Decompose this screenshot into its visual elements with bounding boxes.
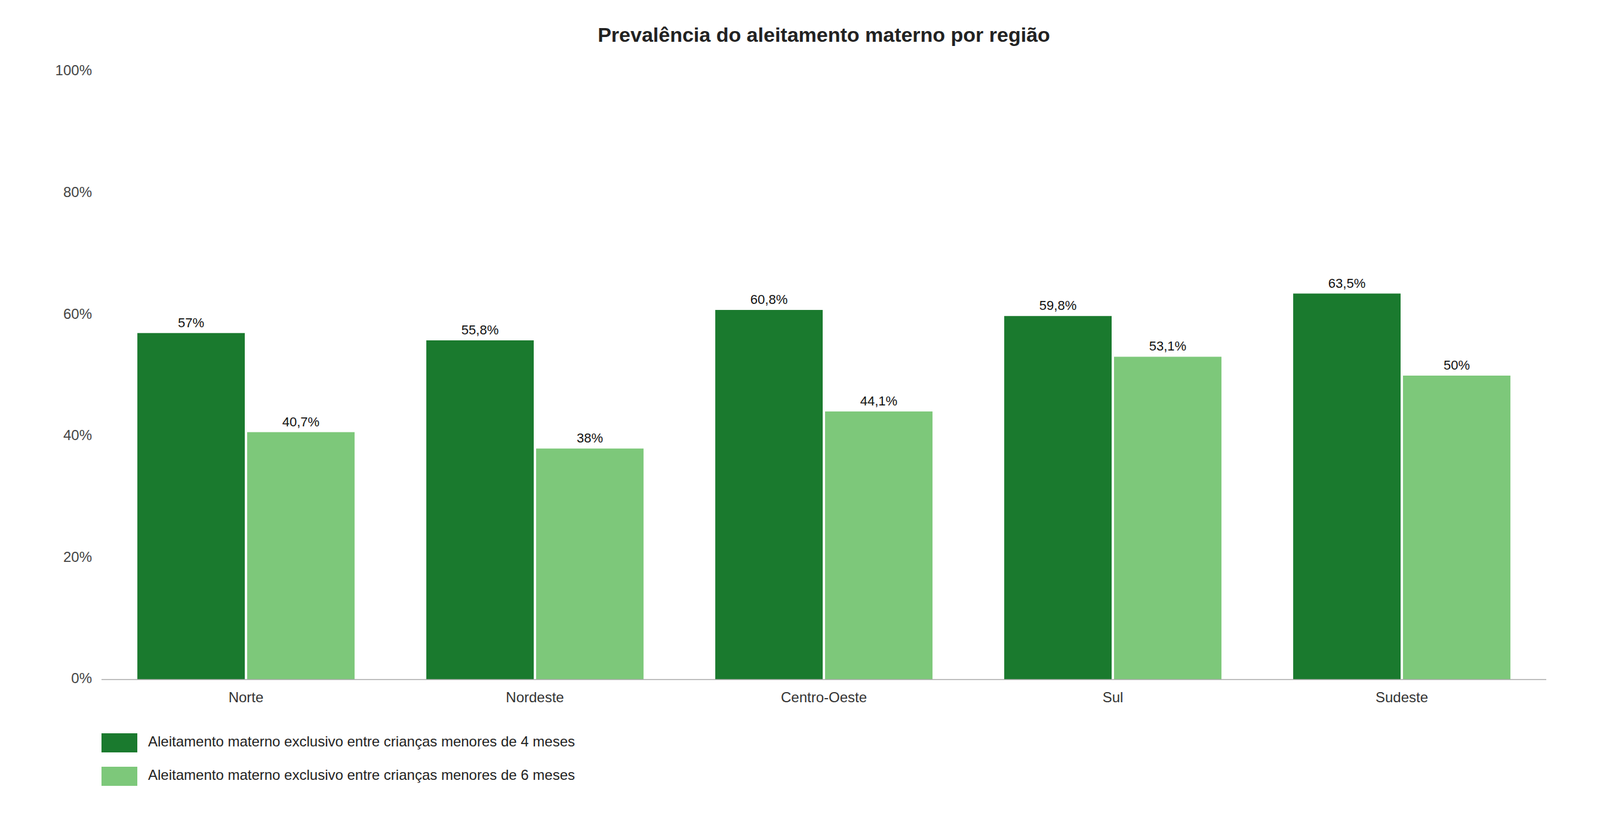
y-tick-label: 60% (63, 305, 92, 322)
data-label: 50% (1443, 357, 1470, 373)
x-tick-label: Sul (1102, 688, 1124, 706)
data-label: 63,5% (1328, 275, 1366, 291)
bar (1402, 375, 1511, 680)
data-label: 53,1% (1149, 338, 1187, 354)
legend-swatch (101, 733, 138, 753)
legend: Aleitamento materno exclusivo entre cria… (101, 733, 575, 786)
x-tick-label: Sudeste (1375, 688, 1429, 706)
bar (137, 333, 245, 680)
data-label: 55,8% (461, 322, 499, 338)
legend-label: Aleitamento materno exclusivo entre cria… (148, 766, 575, 783)
x-tick-label: Nordeste (505, 688, 564, 706)
y-tick-label: 0% (71, 669, 92, 686)
bar (536, 448, 644, 680)
y-tick-label: 100% (55, 62, 92, 79)
x-tick-label: Norte (228, 688, 264, 706)
data-label: 40,7% (282, 414, 320, 430)
y-tick-label: 40% (63, 426, 92, 443)
chart-container: Prevalência do aleitamento materno por r… (0, 0, 1600, 836)
y-axis: 0% 20% 40% 60% 80% 100% (55, 62, 92, 686)
bar (825, 411, 933, 680)
bar (715, 309, 823, 680)
chart-svg: Prevalência do aleitamento materno por r… (0, 0, 1600, 836)
x-tick-label: Centro-Oeste (780, 688, 867, 706)
bar (1004, 315, 1112, 680)
data-label: 44,1% (860, 393, 898, 409)
legend-swatch (101, 766, 138, 786)
legend-label: Aleitamento materno exclusivo entre cria… (148, 733, 575, 750)
bars (137, 293, 1511, 680)
x-axis: Norte Nordeste Centro-Oeste Sul Sudeste (101, 679, 1547, 706)
bar (247, 432, 355, 680)
y-tick-label: 80% (63, 183, 92, 200)
data-labels: 57% 55,8% 60,8% 59,8% 63,5% 40,7% 38% 44,1% 53,1… (177, 275, 1470, 446)
chart-title: Prevalência do aleitamento materno por r… (597, 23, 1051, 46)
bar (1293, 293, 1401, 680)
data-label: 60,8% (750, 291, 788, 307)
y-tick-label: 20% (63, 548, 92, 565)
data-label: 59,8% (1039, 297, 1077, 313)
bar (426, 340, 534, 680)
x-axis-line (101, 678, 1547, 680)
data-label: 57% (177, 315, 205, 331)
data-label: 38% (576, 430, 603, 446)
bar (1114, 356, 1222, 680)
